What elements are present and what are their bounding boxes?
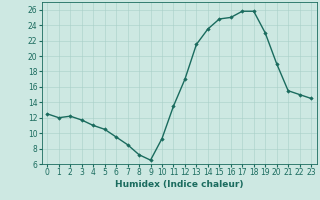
X-axis label: Humidex (Indice chaleur): Humidex (Indice chaleur) [115, 180, 244, 189]
